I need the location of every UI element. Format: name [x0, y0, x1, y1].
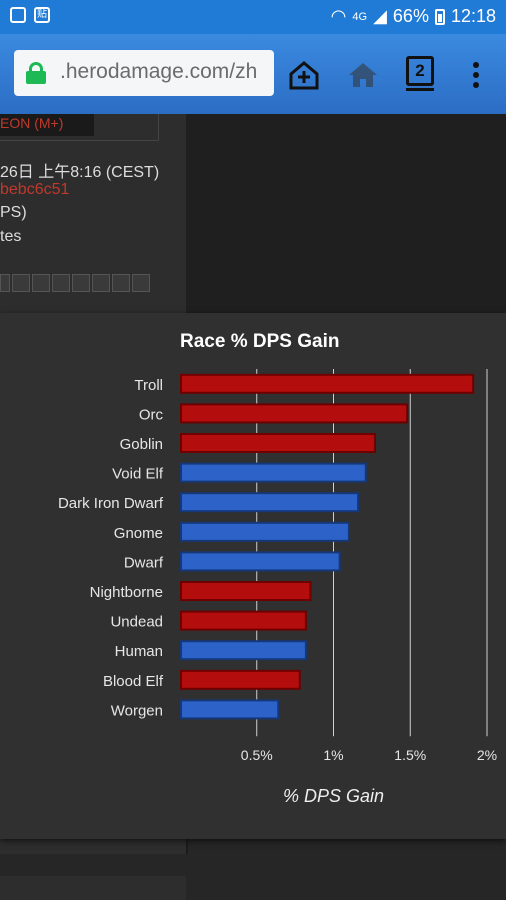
next-card: [0, 876, 186, 900]
category-label: Dwarf: [124, 554, 164, 571]
talent-icon: [12, 274, 30, 292]
talent-icon: [92, 274, 110, 292]
network-type: 4G: [352, 10, 368, 23]
bar-human[interactable]: [180, 640, 307, 661]
category-label: Undead: [110, 614, 163, 631]
add-tab-icon[interactable]: [287, 58, 321, 92]
race-dps-chart: Troll Orc Goblin Void Elf Dark Iron Dwarf Gno…: [58, 369, 497, 763]
talent-icon: [52, 274, 70, 292]
x-tick-label: 1%: [323, 747, 343, 763]
bar-blood-elf[interactable]: [180, 669, 301, 690]
category-label: Human: [115, 643, 163, 660]
category-label: Dark Iron Dwarf: [58, 495, 164, 512]
category-label: Nightborne: [90, 584, 163, 601]
category-label: Orc: [139, 406, 164, 423]
tieba-notification-icon: 贴: [34, 7, 50, 23]
home-icon[interactable]: [346, 58, 380, 92]
talent-icon: [112, 274, 130, 292]
status-bar: 贴 ◠ 4G ◢ 66% 12:18: [0, 0, 506, 34]
bar-dwarf[interactable]: [180, 551, 341, 572]
signal-icon: ◢: [373, 6, 387, 26]
x-axis-label: % DPS Gain: [282, 786, 385, 806]
category-label: Gnome: [114, 525, 163, 542]
lock-icon: [26, 62, 46, 84]
bar-dark-iron-dwarf[interactable]: [180, 492, 360, 513]
address-bar[interactable]: .herodamage.com/zh: [14, 50, 274, 96]
category-label: Goblin: [120, 436, 163, 453]
talent-icon: [0, 274, 10, 292]
battery-percent: 66%: [392, 6, 429, 26]
x-tick-label: 1.5%: [394, 747, 426, 763]
bar-undead[interactable]: [180, 610, 307, 631]
wifi-icon: ◠: [330, 6, 347, 26]
category-label: Worgen: [111, 702, 163, 719]
sim-hash-link[interactable]: bebc6c51: [0, 181, 70, 198]
race-dps-chart-panel: Race % DPS Gain Troll Orc Goblin Void Elf Da…: [0, 313, 506, 839]
talent-icon: [32, 274, 50, 292]
dungeon-frame: [0, 114, 159, 141]
clock: 12:18: [450, 6, 496, 26]
battery-icon: [434, 8, 445, 25]
bar-goblin[interactable]: [180, 433, 376, 453]
bar-worgen[interactable]: [180, 699, 280, 720]
bar-troll[interactable]: [180, 373, 475, 394]
talent-icon: [72, 274, 90, 292]
sim-dps-text: PS): [0, 204, 27, 221]
category-label: Troll: [134, 377, 163, 394]
x-tick-label: 2%: [477, 747, 497, 763]
dungeon-label: EON (M+): [0, 114, 94, 136]
x-tick-label: 0.5%: [241, 747, 273, 763]
image-notification-icon: [10, 7, 26, 23]
category-label: Blood Elf: [103, 673, 164, 690]
overflow-menu-icon[interactable]: [466, 58, 486, 92]
bar-nightborne[interactable]: [180, 581, 312, 601]
bar-gnome[interactable]: [180, 521, 350, 542]
sim-minutes-text: tes: [0, 228, 22, 245]
bar-void-elf[interactable]: [180, 462, 367, 483]
sim-date: 26日 上午8:16 (CEST): [0, 164, 160, 181]
talent-icons: [0, 274, 150, 292]
bar-orc[interactable]: [180, 403, 409, 424]
chart-title: Race % DPS Gain: [180, 331, 340, 352]
talent-icon: [132, 274, 150, 292]
url-text: .herodamage.com/zh: [60, 60, 258, 83]
tab-switcher-button[interactable]: 2: [406, 56, 434, 91]
right-panel: [186, 114, 506, 314]
browser-toolbar: .herodamage.com/zh 2: [0, 34, 506, 114]
category-label: Void Elf: [112, 466, 164, 483]
